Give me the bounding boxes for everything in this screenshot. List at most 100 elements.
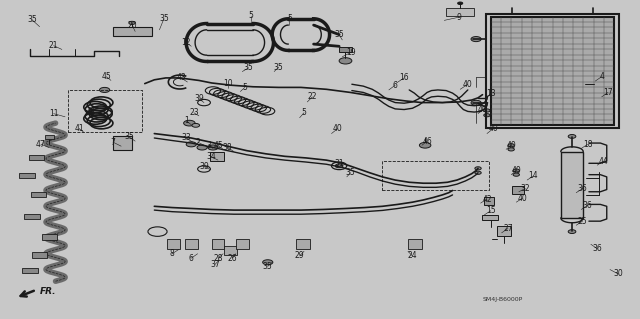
Circle shape xyxy=(568,230,576,234)
Circle shape xyxy=(513,173,520,176)
Circle shape xyxy=(339,58,352,64)
Text: 9: 9 xyxy=(456,13,461,22)
Bar xyxy=(497,226,511,236)
Text: FR.: FR. xyxy=(40,287,56,296)
Bar xyxy=(483,214,499,220)
Text: 6: 6 xyxy=(393,81,397,90)
Text: 12: 12 xyxy=(181,38,191,47)
Text: 17: 17 xyxy=(604,88,613,97)
Text: 19: 19 xyxy=(346,48,355,57)
Text: 4: 4 xyxy=(599,72,604,81)
Text: 28: 28 xyxy=(213,254,223,263)
Text: 18: 18 xyxy=(583,140,593,149)
Bar xyxy=(185,239,198,249)
Text: 5: 5 xyxy=(287,14,292,23)
Bar xyxy=(45,135,54,139)
Text: 40: 40 xyxy=(518,194,527,203)
Circle shape xyxy=(184,120,195,126)
Text: 40: 40 xyxy=(477,105,488,114)
Text: 41: 41 xyxy=(87,107,97,116)
Bar xyxy=(19,173,35,178)
Text: 21: 21 xyxy=(49,41,58,50)
Text: 31: 31 xyxy=(334,159,344,168)
Text: 2: 2 xyxy=(195,137,200,147)
Text: 26: 26 xyxy=(227,254,237,263)
Text: 45: 45 xyxy=(102,72,111,81)
Circle shape xyxy=(208,145,218,150)
Text: 11: 11 xyxy=(49,109,58,118)
Text: 5: 5 xyxy=(301,108,307,117)
Circle shape xyxy=(475,167,481,170)
Bar xyxy=(296,239,310,249)
Bar xyxy=(212,239,225,249)
Circle shape xyxy=(484,114,490,117)
Circle shape xyxy=(568,135,576,138)
Text: 40: 40 xyxy=(488,124,498,133)
Bar xyxy=(225,246,237,255)
Bar xyxy=(29,155,44,160)
Text: 47: 47 xyxy=(36,140,46,149)
Circle shape xyxy=(484,109,490,112)
Text: SM4J-B6000P: SM4J-B6000P xyxy=(483,297,523,302)
Circle shape xyxy=(197,145,207,150)
Text: 40: 40 xyxy=(511,166,521,175)
Bar xyxy=(167,239,180,249)
Bar xyxy=(513,186,524,194)
Text: 6: 6 xyxy=(189,254,194,263)
Text: 15: 15 xyxy=(486,206,495,215)
Text: 43: 43 xyxy=(176,73,186,82)
Circle shape xyxy=(584,96,591,100)
Text: 36: 36 xyxy=(583,201,593,210)
Text: 45: 45 xyxy=(213,141,223,150)
Bar xyxy=(22,268,38,273)
Bar xyxy=(42,234,57,240)
Text: 5: 5 xyxy=(243,83,247,92)
Text: 35: 35 xyxy=(334,30,344,39)
Text: 23: 23 xyxy=(189,108,198,117)
Text: 8: 8 xyxy=(170,249,175,258)
Bar xyxy=(484,197,494,205)
Text: 16: 16 xyxy=(399,73,409,82)
Circle shape xyxy=(145,30,150,33)
Circle shape xyxy=(575,81,585,86)
Circle shape xyxy=(475,171,481,174)
Text: 38: 38 xyxy=(223,143,232,152)
Circle shape xyxy=(115,30,120,33)
Bar xyxy=(491,17,614,125)
Text: 46: 46 xyxy=(422,137,432,146)
Bar xyxy=(113,27,152,36)
Bar xyxy=(561,152,583,218)
Circle shape xyxy=(262,260,273,265)
Text: 40: 40 xyxy=(333,124,342,133)
Text: 29: 29 xyxy=(295,251,305,260)
Circle shape xyxy=(100,87,109,93)
Bar xyxy=(32,252,47,257)
Text: 14: 14 xyxy=(529,171,538,181)
Text: 41: 41 xyxy=(74,124,84,133)
Text: 32: 32 xyxy=(520,184,530,193)
Text: 35: 35 xyxy=(159,14,169,23)
Text: 27: 27 xyxy=(503,224,513,233)
Text: 37: 37 xyxy=(210,260,220,269)
Circle shape xyxy=(471,37,481,41)
Text: 42: 42 xyxy=(482,195,492,204)
Text: 35: 35 xyxy=(274,63,284,72)
Circle shape xyxy=(508,148,515,151)
Text: 39: 39 xyxy=(194,94,204,103)
Circle shape xyxy=(508,144,515,147)
Bar xyxy=(24,214,40,219)
Text: 40: 40 xyxy=(506,141,516,150)
Bar xyxy=(211,152,225,161)
Text: 22: 22 xyxy=(308,93,317,101)
Text: 39: 39 xyxy=(199,162,209,171)
Text: 3: 3 xyxy=(206,141,211,150)
Text: 44: 44 xyxy=(598,157,609,166)
Text: 5: 5 xyxy=(249,11,253,20)
Circle shape xyxy=(129,21,135,25)
Bar xyxy=(31,192,46,197)
Circle shape xyxy=(515,188,522,192)
Circle shape xyxy=(580,94,595,102)
Text: 13: 13 xyxy=(486,89,495,98)
Text: 33: 33 xyxy=(181,133,191,143)
Bar xyxy=(339,47,352,52)
